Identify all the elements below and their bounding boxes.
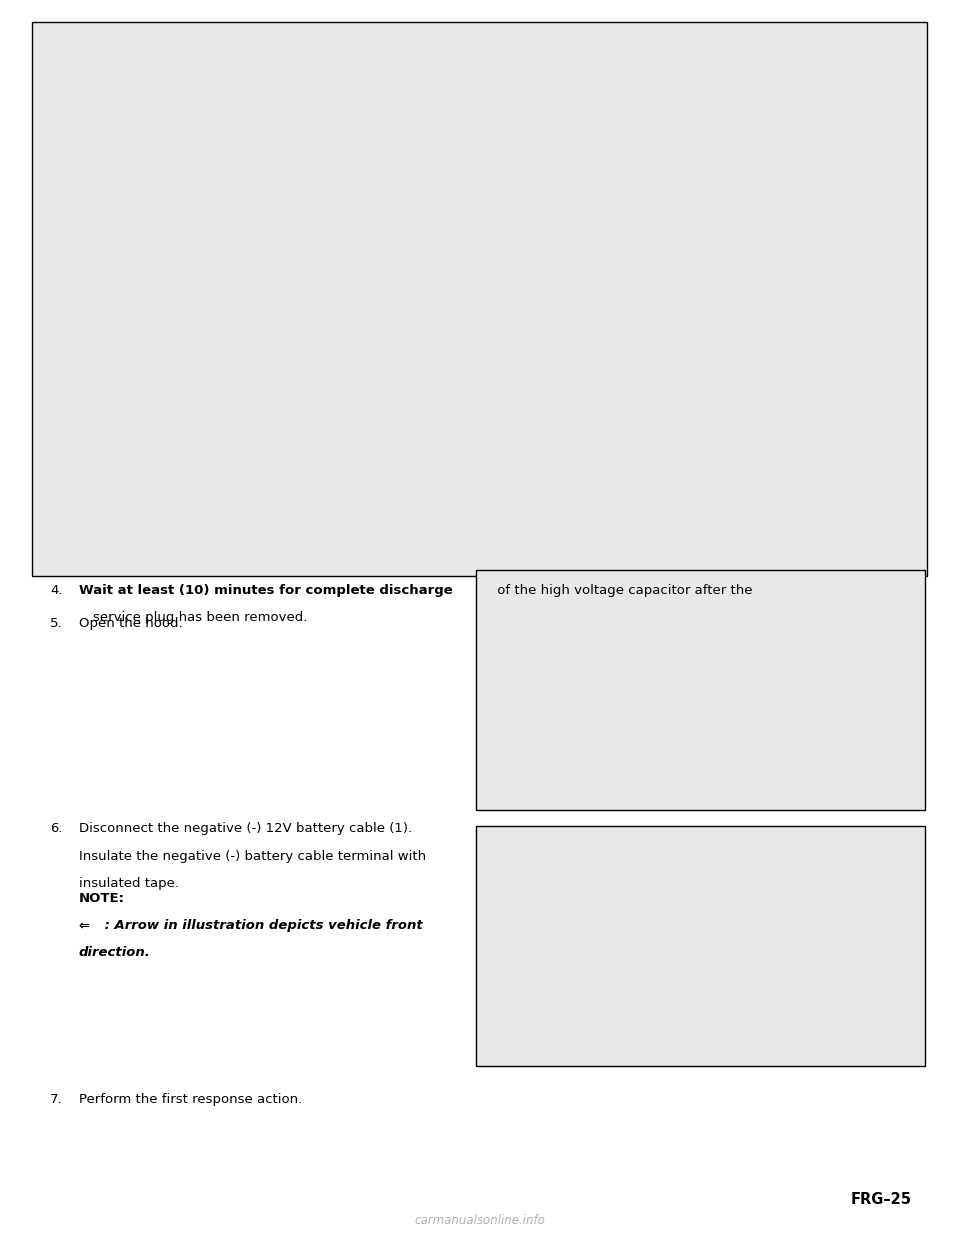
Text: 6.: 6.	[50, 822, 62, 835]
FancyBboxPatch shape	[32, 22, 927, 576]
Text: 7.: 7.	[50, 1093, 62, 1105]
Text: ⇐: ⇐	[79, 919, 90, 932]
FancyBboxPatch shape	[476, 826, 925, 1066]
Text: Perform the first response action.: Perform the first response action.	[79, 1093, 302, 1105]
Text: of the high voltage capacitor after the: of the high voltage capacitor after the	[493, 584, 753, 596]
Text: service plug has been removed.: service plug has been removed.	[93, 611, 307, 623]
Text: FRG–25: FRG–25	[851, 1192, 912, 1207]
Text: Open the hood.: Open the hood.	[79, 617, 182, 630]
Text: 5.: 5.	[50, 617, 62, 630]
Text: Wait at least (10) minutes for complete discharge: Wait at least (10) minutes for complete …	[79, 584, 452, 596]
Text: Insulate the negative (-) battery cable terminal with: Insulate the negative (-) battery cable …	[79, 850, 426, 862]
Text: direction.: direction.	[79, 946, 151, 959]
FancyBboxPatch shape	[476, 570, 925, 810]
Text: insulated tape.: insulated tape.	[79, 877, 179, 889]
Text: : Arrow in illustration depicts vehicle front: : Arrow in illustration depicts vehicle …	[100, 919, 422, 932]
Text: Disconnect the negative (-) 12V battery cable (1).: Disconnect the negative (-) 12V battery …	[79, 822, 412, 835]
Text: carmanualsonline.info: carmanualsonline.info	[415, 1215, 545, 1227]
Text: NOTE:: NOTE:	[79, 892, 125, 904]
Text: 4.: 4.	[50, 584, 62, 596]
